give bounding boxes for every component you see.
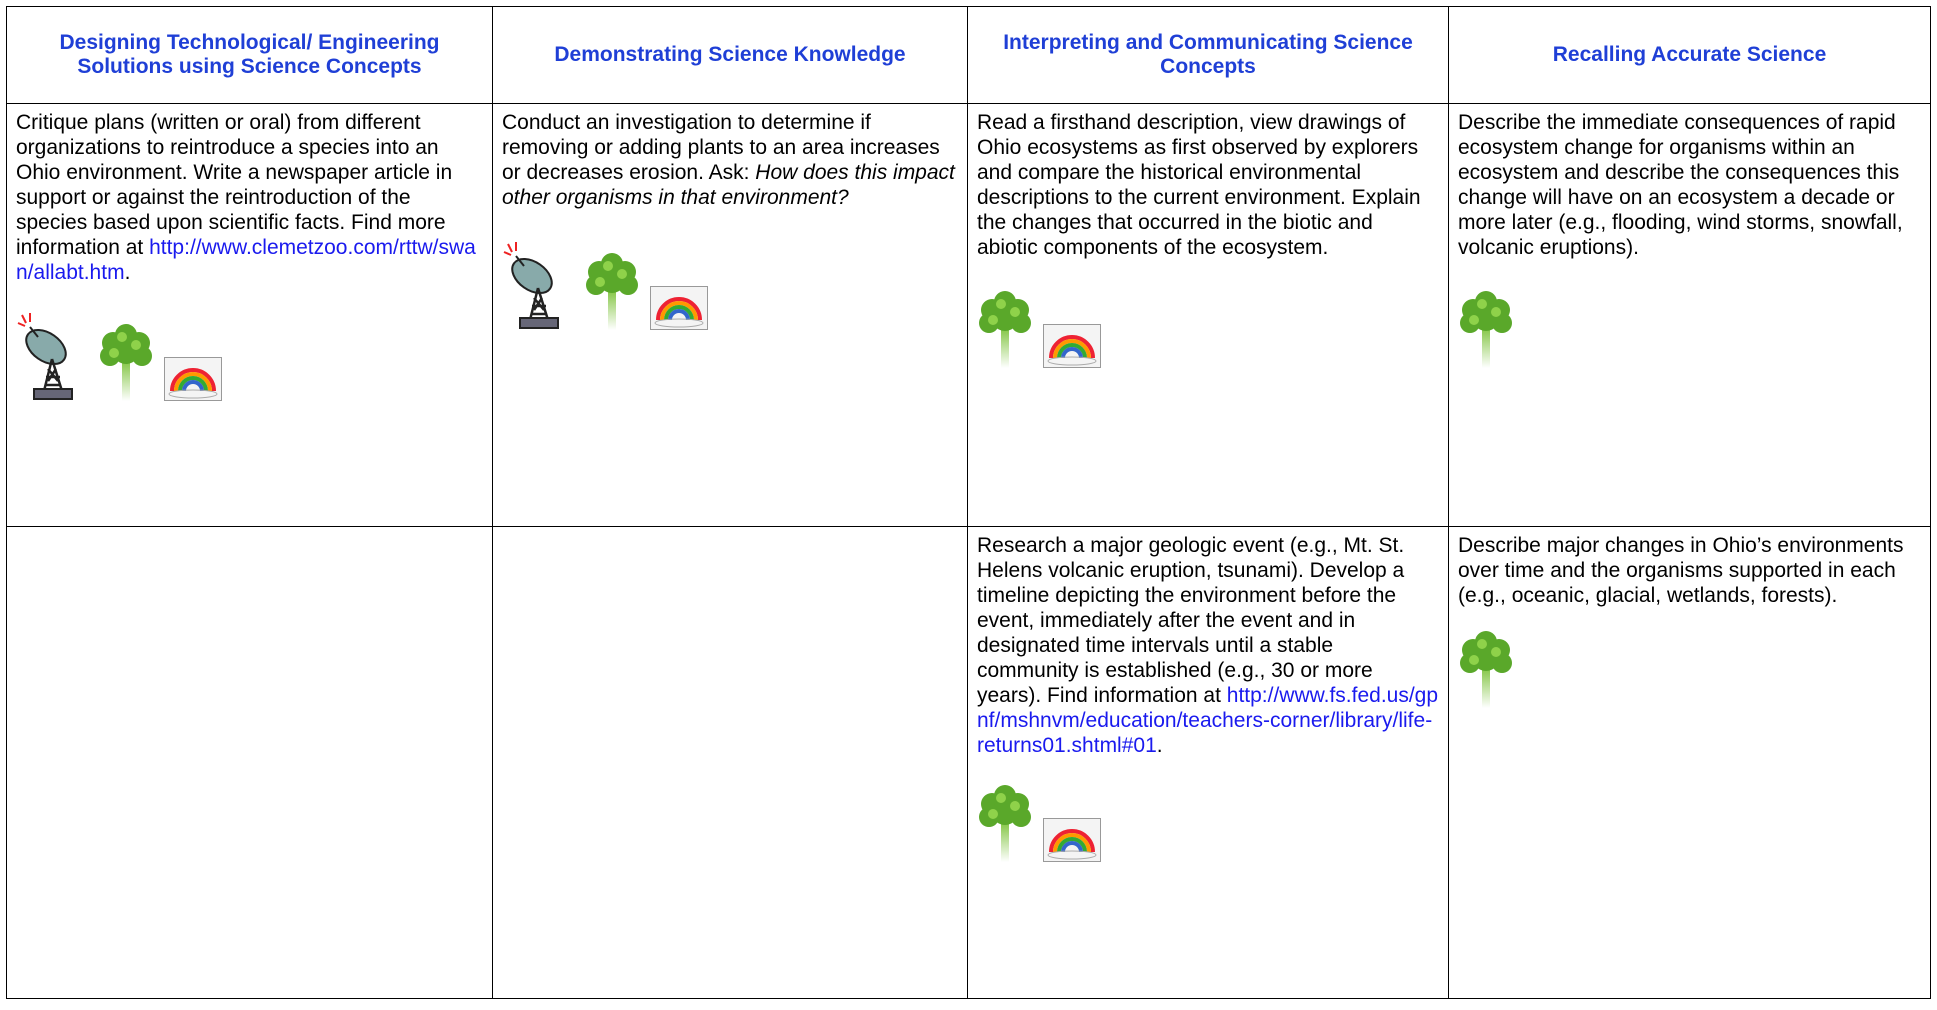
header-cell: Designing Technological/ Engineering Sol… — [6, 6, 493, 104]
icon-group — [1458, 290, 1921, 368]
cell-text: Conduct an investigation to determine if… — [502, 111, 940, 184]
activity-table: Designing Technological/ Engineering Sol… — [6, 6, 1931, 999]
icon-group — [1458, 630, 1921, 708]
cell-text: . — [124, 261, 131, 284]
cell: Critique plans (written or oral) from di… — [6, 103, 493, 527]
cell-italic: How does this impact other organisms in … — [502, 161, 955, 209]
icon-group — [16, 311, 483, 401]
cell-text: Describe the immediate consequences of r… — [1458, 111, 1903, 259]
rainbow-icon — [1043, 818, 1101, 862]
cell — [6, 526, 493, 999]
cell: Conduct an investigation to determine if… — [492, 103, 968, 527]
icon-group — [977, 784, 1439, 862]
cell-text: Read a firsthand description, view drawi… — [977, 111, 1421, 259]
tree-icon — [1458, 290, 1514, 368]
table-row: Research a major geologic event (e.g., M… — [6, 526, 1931, 999]
cell-text: Research a major geologic event (e.g., M… — [977, 534, 1405, 707]
cell-text: Describe major changes in Ohio’s environ… — [1458, 534, 1904, 607]
link[interactable]: http://www.clemetzoo.com/rttw/swan/allab… — [16, 236, 476, 284]
tree-icon — [977, 784, 1033, 862]
tree-icon — [977, 290, 1033, 368]
cell: Read a firsthand description, view drawi… — [967, 103, 1449, 527]
cell-text: Critique plans (written or oral) from di… — [16, 111, 453, 259]
rainbow-icon — [164, 357, 222, 401]
header-cell: Demonstrating Science Knowledge — [492, 6, 968, 104]
link[interactable]: http://www.fs.fed.us/gpnf/mshnvm/educati… — [977, 684, 1439, 757]
tree-icon — [98, 323, 154, 401]
header-cell: Interpreting and Communicating Science C… — [967, 6, 1449, 104]
cell — [492, 526, 968, 999]
header-row: Designing Technological/ Engineering Sol… — [6, 6, 1931, 104]
dish-icon — [502, 240, 574, 330]
tree-icon — [1458, 630, 1514, 708]
icon-group — [502, 240, 958, 330]
rainbow-icon — [650, 286, 708, 330]
icon-group — [977, 290, 1439, 368]
header-cell: Recalling Accurate Science — [1448, 6, 1931, 104]
cell-text: . — [1156, 734, 1163, 757]
table-row: Critique plans (written or oral) from di… — [6, 103, 1931, 527]
rainbow-icon — [1043, 324, 1101, 368]
tree-icon — [584, 252, 640, 330]
cell: Describe major changes in Ohio’s environ… — [1448, 526, 1931, 999]
cell: Research a major geologic event (e.g., M… — [967, 526, 1449, 999]
cell: Describe the immediate consequences of r… — [1448, 103, 1931, 527]
dish-icon — [16, 311, 88, 401]
